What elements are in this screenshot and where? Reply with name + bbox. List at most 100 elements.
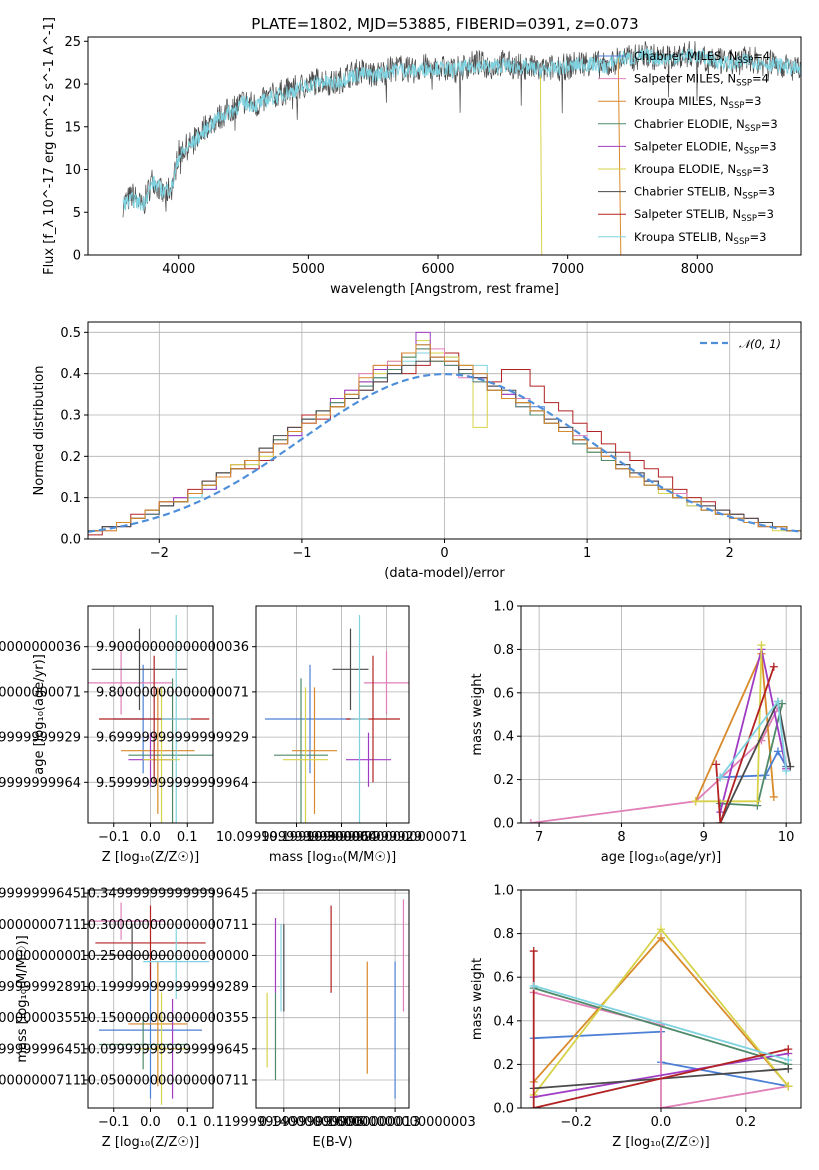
weight-marker xyxy=(657,1104,665,1108)
spectrum-feature xyxy=(539,75,543,255)
y-tick-label: 9.69999999999999929 xyxy=(96,731,249,746)
weight-marker xyxy=(657,933,665,942)
y-tick-label: 10.300000000000000711 xyxy=(79,918,249,933)
legend-suffix: =3 xyxy=(757,207,774,221)
plot-area xyxy=(529,925,793,1108)
x-axis-label: age [log₁₀(age/yr)] xyxy=(601,850,722,865)
weight-line xyxy=(533,1052,789,1098)
plot-area xyxy=(122,41,801,255)
weight-marker xyxy=(778,699,787,708)
y-axis-label: mass weight xyxy=(470,958,485,1040)
x-tick-label: 0.1 xyxy=(177,830,198,845)
histogram-kroupa-miles xyxy=(88,344,801,539)
y-tick-label: 0.8 xyxy=(493,927,514,942)
weight-marker xyxy=(716,819,725,823)
y-tick-label: 9.80000000000000071 xyxy=(96,685,249,700)
mass_weight_vs_age-panel: 7 8 9 10 0.0 0.2 0.4 0.6 0.8 1.0 age [log₁₀(age/yr… xyxy=(470,600,802,865)
plot-area xyxy=(265,615,409,823)
legend-entry: 𝒩(0, 1) xyxy=(739,337,781,351)
y-tick-label: 10.250000000000000000 xyxy=(79,949,249,964)
plot-area xyxy=(88,615,213,823)
x-tick-label: 7000 xyxy=(551,262,584,277)
x-tick-label: 10 xyxy=(778,830,795,845)
y-tick-label: 25 xyxy=(64,35,81,50)
y-tick-label: 0 xyxy=(73,249,81,264)
y-tick-label: 9.90000000000000036 xyxy=(0,640,81,655)
weight-line xyxy=(530,707,779,823)
legend-suffix: =3 xyxy=(752,162,769,176)
x-tick-label: 0 xyxy=(440,546,448,561)
x-tick-label: 10.09999999999999964 xyxy=(216,830,377,845)
x-tick-label: 0.160000000000000003 xyxy=(314,1115,475,1130)
y-tick-label: 10.349999999999999645 xyxy=(0,887,81,902)
y-tick-label: 10.300000000000000711 xyxy=(0,918,81,933)
mass_vs_ebv-panel: 0.1199999999999999960.140000000000000013… xyxy=(79,887,475,1150)
x-tick-label: 10.19999999999999929 xyxy=(261,830,422,845)
x-tick-label: 0.140000000000000013 xyxy=(259,1115,420,1130)
legend-entry: Kroupa ELODIE, NSSP=3 xyxy=(634,162,769,179)
weight-marker xyxy=(784,1064,793,1073)
spectrum-model-line xyxy=(122,47,801,212)
legend-entry: Salpeter MILES, NSSP=4 xyxy=(634,72,769,89)
weight-marker xyxy=(529,981,538,990)
x-tick-label: 1 xyxy=(583,546,591,561)
legend-subscript: SSP xyxy=(744,146,760,156)
legend-entry: Chabrier ELODIE, NSSP=3 xyxy=(634,117,778,134)
x-tick-label: 6000 xyxy=(421,262,454,277)
y-tick-label: 5 xyxy=(73,206,81,221)
x-tick-label: −0.2 xyxy=(560,1115,592,1130)
y-tick-label: 0.1 xyxy=(60,491,81,506)
x-tick-label: 7 xyxy=(535,830,543,845)
y-tick-label: 0.0 xyxy=(493,817,514,832)
weight-marker xyxy=(786,762,795,771)
y-tick-label: 10.199999999999999289 xyxy=(79,980,249,995)
legend-subscript: SSP xyxy=(736,169,752,179)
weight-marker xyxy=(784,1082,793,1091)
x-tick-label: −2 xyxy=(150,546,169,561)
y-tick-label: 0.8 xyxy=(493,643,514,658)
y-tick-label: 9.59999999999999964 xyxy=(96,776,249,791)
x-axis-label: Z [log₁₀(Z/Z☉)] xyxy=(612,1135,709,1150)
y-tick-label: 0.4 xyxy=(60,367,81,382)
x-tick-label: 4000 xyxy=(162,262,195,277)
legend-suffix: =3 xyxy=(744,94,761,108)
y-axis-label: mass [log₁₀(M/M☉)] xyxy=(15,935,30,1062)
legend-suffix: =3 xyxy=(760,139,777,153)
x-tick-label: 0.1 xyxy=(177,1115,198,1130)
weight-marker xyxy=(784,1056,793,1065)
mass_weight_vs_Z-panel: −0.2 0.0 0.2 0.0 0.2 0.4 0.6 0.8 1.0 Z [log₁₀(Z/Z… xyxy=(470,884,802,1150)
x-axis-label: wavelength [Angstrom, rest frame] xyxy=(330,282,559,297)
legend-subscript: SSP xyxy=(745,124,761,134)
y-tick-label: 10.150000000000000355 xyxy=(79,1011,249,1026)
plot-area xyxy=(88,331,801,539)
y-tick-label: 9.69999999999999929 xyxy=(0,731,81,746)
figure-title: PLATE=1802, MJD=53885, FIBERID=0391, z=0… xyxy=(251,15,638,33)
x-tick-label: −0.1 xyxy=(98,1115,130,1130)
weight-line xyxy=(533,987,789,1066)
y-tick-label: 9.59999999999999964 xyxy=(0,776,81,791)
y-tick-label: 0.2 xyxy=(493,1058,514,1073)
residuals-panel: 𝒩(0, 1) −2 −1 0 1 2 0.0 0.1 0.2 0.3 0.4 0.5 (data-mo… xyxy=(32,321,802,581)
x-axis-label: Z [log₁₀(Z/Z☉)] xyxy=(102,850,199,865)
y-tick-label: 10.349999999999999645 xyxy=(79,887,249,902)
weight-line xyxy=(532,951,789,1108)
weight-marker xyxy=(769,792,778,801)
y-tick-label: 9.90000000000000036 xyxy=(96,640,249,655)
y-tick-label: 0.2 xyxy=(60,450,81,465)
legend-suffix: =3 xyxy=(749,230,766,244)
plot-area xyxy=(526,641,795,823)
axes-frame xyxy=(255,605,410,824)
weight-marker xyxy=(657,925,665,934)
legend-suffix: =3 xyxy=(758,185,775,199)
x-tick-label: 8000 xyxy=(681,262,714,277)
legend-subscript: SSP xyxy=(737,56,753,66)
legend-entry: Salpeter ELODIE, NSSP=3 xyxy=(634,139,777,156)
x-tick-label: 9 xyxy=(700,830,708,845)
weight-marker xyxy=(773,697,782,706)
legend-subscript: SSP xyxy=(741,214,757,224)
spectrum-legend: Chabrier MILES, NSSP=4 Salpeter MILES, NS… xyxy=(598,49,778,247)
plot-area xyxy=(88,902,210,1105)
weight-marker xyxy=(782,766,791,775)
y-tick-label: 0.0 xyxy=(60,533,81,548)
